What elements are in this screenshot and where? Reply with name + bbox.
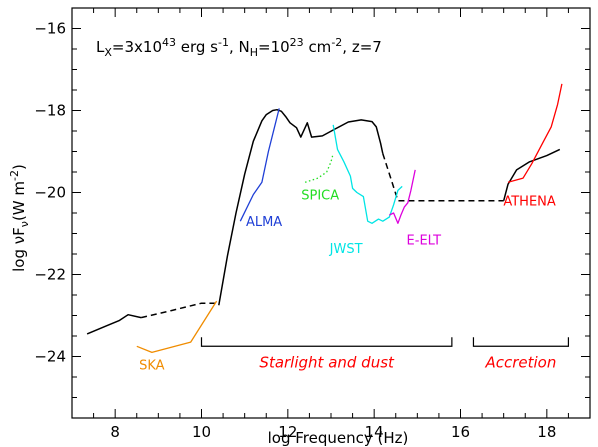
x-tick-label: 16 — [451, 423, 470, 441]
instrument-label-jwst: JWST — [329, 242, 363, 257]
instrument-label-alma: ALMA — [246, 215, 282, 230]
y-axis-label-main: log νF — [10, 227, 28, 272]
y-tick-label: −22 — [34, 266, 66, 284]
x-tick-label: 12 — [278, 423, 297, 441]
ann-z: , z=7 — [342, 38, 382, 56]
instrument-line-alma — [239, 108, 280, 222]
instrument-line-athena — [507, 83, 563, 183]
instrument-label-e-elt: E-ELT — [407, 234, 442, 249]
region-bracket-starlight-and-dust — [200, 337, 453, 347]
x-tick-label: 8 — [110, 423, 120, 441]
y-axis-label-unit: (W m — [10, 181, 28, 221]
ann-lx-exp: 43 — [162, 36, 176, 49]
instrument-line-spica — [304, 153, 334, 183]
chart-annotation: LX=3x1043 erg s-1, NH=1023 cm-2, z=7 — [96, 36, 382, 59]
ticks: 8 10 12 14 16 18 −24 −22 −20 −18 −16 — [34, 7, 591, 441]
ann-nh-sub: H — [250, 46, 258, 59]
instrument-line-ska — [136, 300, 218, 354]
ann-lx-unit: erg s — [176, 38, 218, 56]
sed-segment — [382, 153, 504, 202]
regions: Starlight and dust Accretion — [200, 337, 570, 372]
ann-lx: L — [96, 38, 105, 56]
y-axis-label-close: ) — [10, 164, 28, 170]
sed-segment — [86, 313, 142, 335]
x-tick-label: 10 — [192, 423, 211, 441]
instrument-curves: SKA ALMA SPICA JWST E-ELT ATHENA — [136, 83, 563, 374]
sed-segment — [502, 148, 561, 201]
ann-nh-unit-exp: -2 — [331, 36, 342, 49]
y-axis-label-sub: ν — [18, 221, 31, 227]
ann-nh-unit: cm — [304, 38, 332, 56]
ann-nh-exp: 23 — [290, 36, 304, 49]
sed-segment — [218, 108, 384, 306]
y-tick-label: −24 — [34, 348, 66, 366]
x-tick-label: 14 — [365, 423, 384, 441]
ann-lx-sub: X — [104, 46, 112, 59]
ann-lx-unit-exp: -1 — [218, 36, 229, 49]
y-tick-label: −18 — [34, 102, 66, 120]
y-axis-label-unit-sup: -2 — [8, 170, 21, 181]
y-axis-label: log νFν(W m-2) — [8, 164, 31, 272]
y-tick-label: −20 — [34, 184, 66, 202]
sed-segment — [140, 302, 219, 319]
sed-curve — [86, 108, 561, 335]
instrument-line-e-elt — [389, 169, 416, 224]
instrument-label-spica: SPICA — [301, 189, 339, 204]
instrument-label-ska: SKA — [139, 359, 165, 374]
instrument-label-athena: ATHENA — [503, 195, 556, 210]
x-tick-label: 18 — [537, 423, 556, 441]
ann-nh: , N — [229, 38, 250, 56]
region-label-accretion: Accretion — [484, 354, 556, 372]
ann-nh-val: =10 — [258, 38, 290, 56]
region-label-starlight-and-dust: Starlight and dust — [259, 354, 395, 372]
instrument-line-jwst — [332, 124, 403, 224]
y-tick-label: −16 — [34, 20, 66, 38]
region-bracket-accretion — [472, 337, 570, 347]
x-axis-label: log Frequency (Hz) — [268, 429, 409, 447]
ann-lx-val: =3x10 — [112, 38, 162, 56]
